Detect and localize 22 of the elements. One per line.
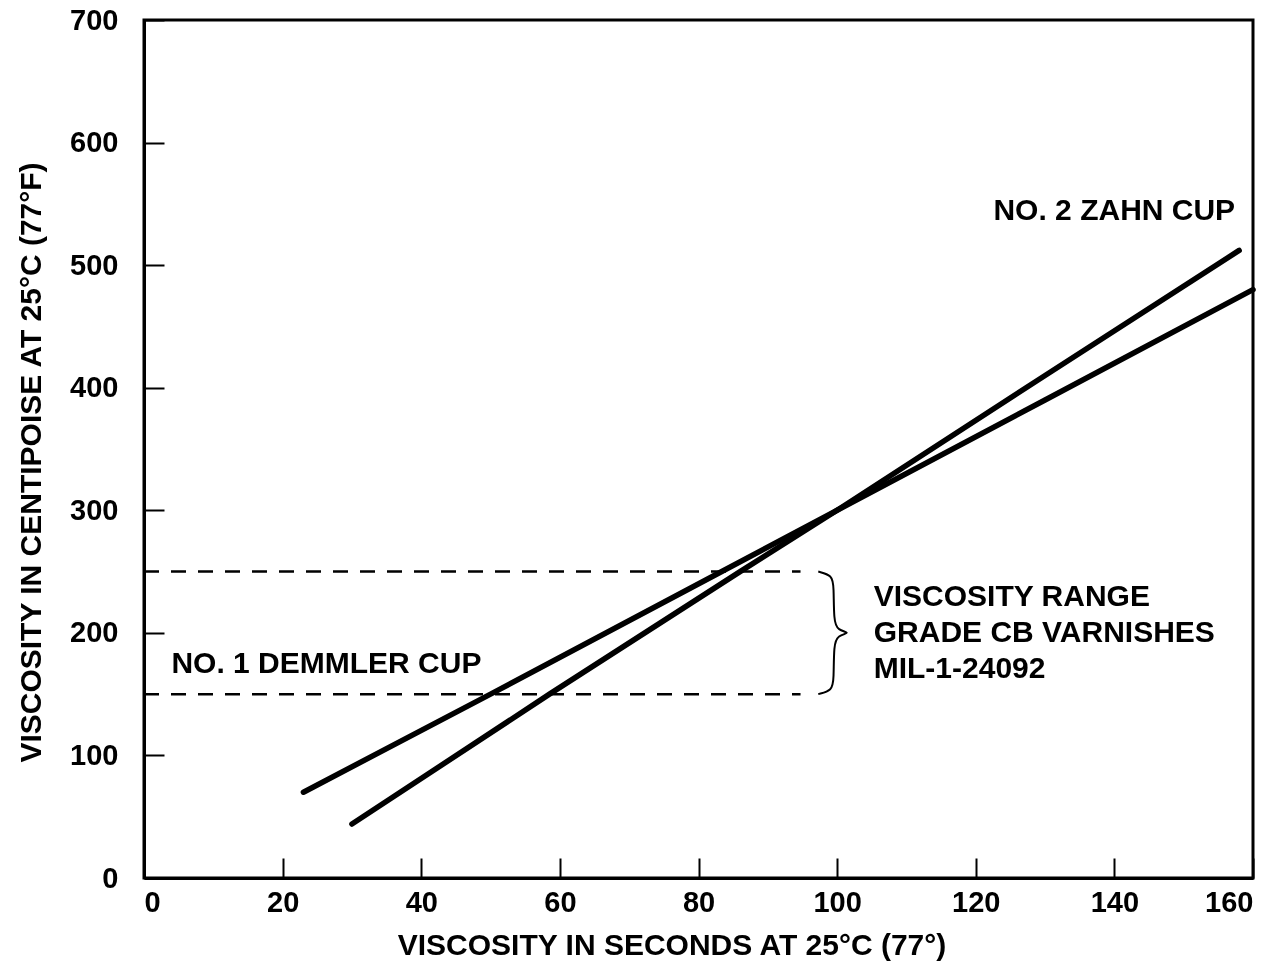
- y-axis-title: VISCOSITY IN CENTIPOISE AT 25°C (77°F): [13, 162, 47, 763]
- x-axis-title: VISCOSITY IN SECONDS AT 25°C (77°): [397, 927, 947, 961]
- x-tick-label: 160: [1205, 885, 1254, 918]
- y-tick-label: 500: [70, 248, 119, 281]
- annotation: VISCOSITY RANGE GRADE CB VARNISHES MIL-1-24092: [873, 578, 1215, 684]
- y-tick-label: 600: [70, 126, 119, 159]
- y-tick-label: 400: [70, 371, 119, 404]
- y-tick-label: 300: [70, 493, 119, 526]
- x-tick-label: 100: [813, 885, 862, 918]
- y-tick-label: 700: [70, 3, 119, 36]
- series-label: NO. 2 ZAHN CUP: [993, 193, 1236, 227]
- x-tick-label: 120: [952, 885, 1001, 918]
- x-tick-label: 140: [1090, 885, 1140, 918]
- x-tick-label: 80: [682, 885, 716, 918]
- x-tick-label: 0: [144, 885, 161, 918]
- x-tick-label: 60: [544, 885, 577, 918]
- x-tick-label: 20: [266, 885, 300, 918]
- y-tick-label: 0: [102, 861, 119, 894]
- y-tick-label: 200: [70, 616, 119, 649]
- x-tick-label: 40: [405, 885, 438, 918]
- legend-label: NO. 1 DEMMLER CUP: [171, 646, 482, 680]
- y-tick-label: 100: [70, 738, 119, 771]
